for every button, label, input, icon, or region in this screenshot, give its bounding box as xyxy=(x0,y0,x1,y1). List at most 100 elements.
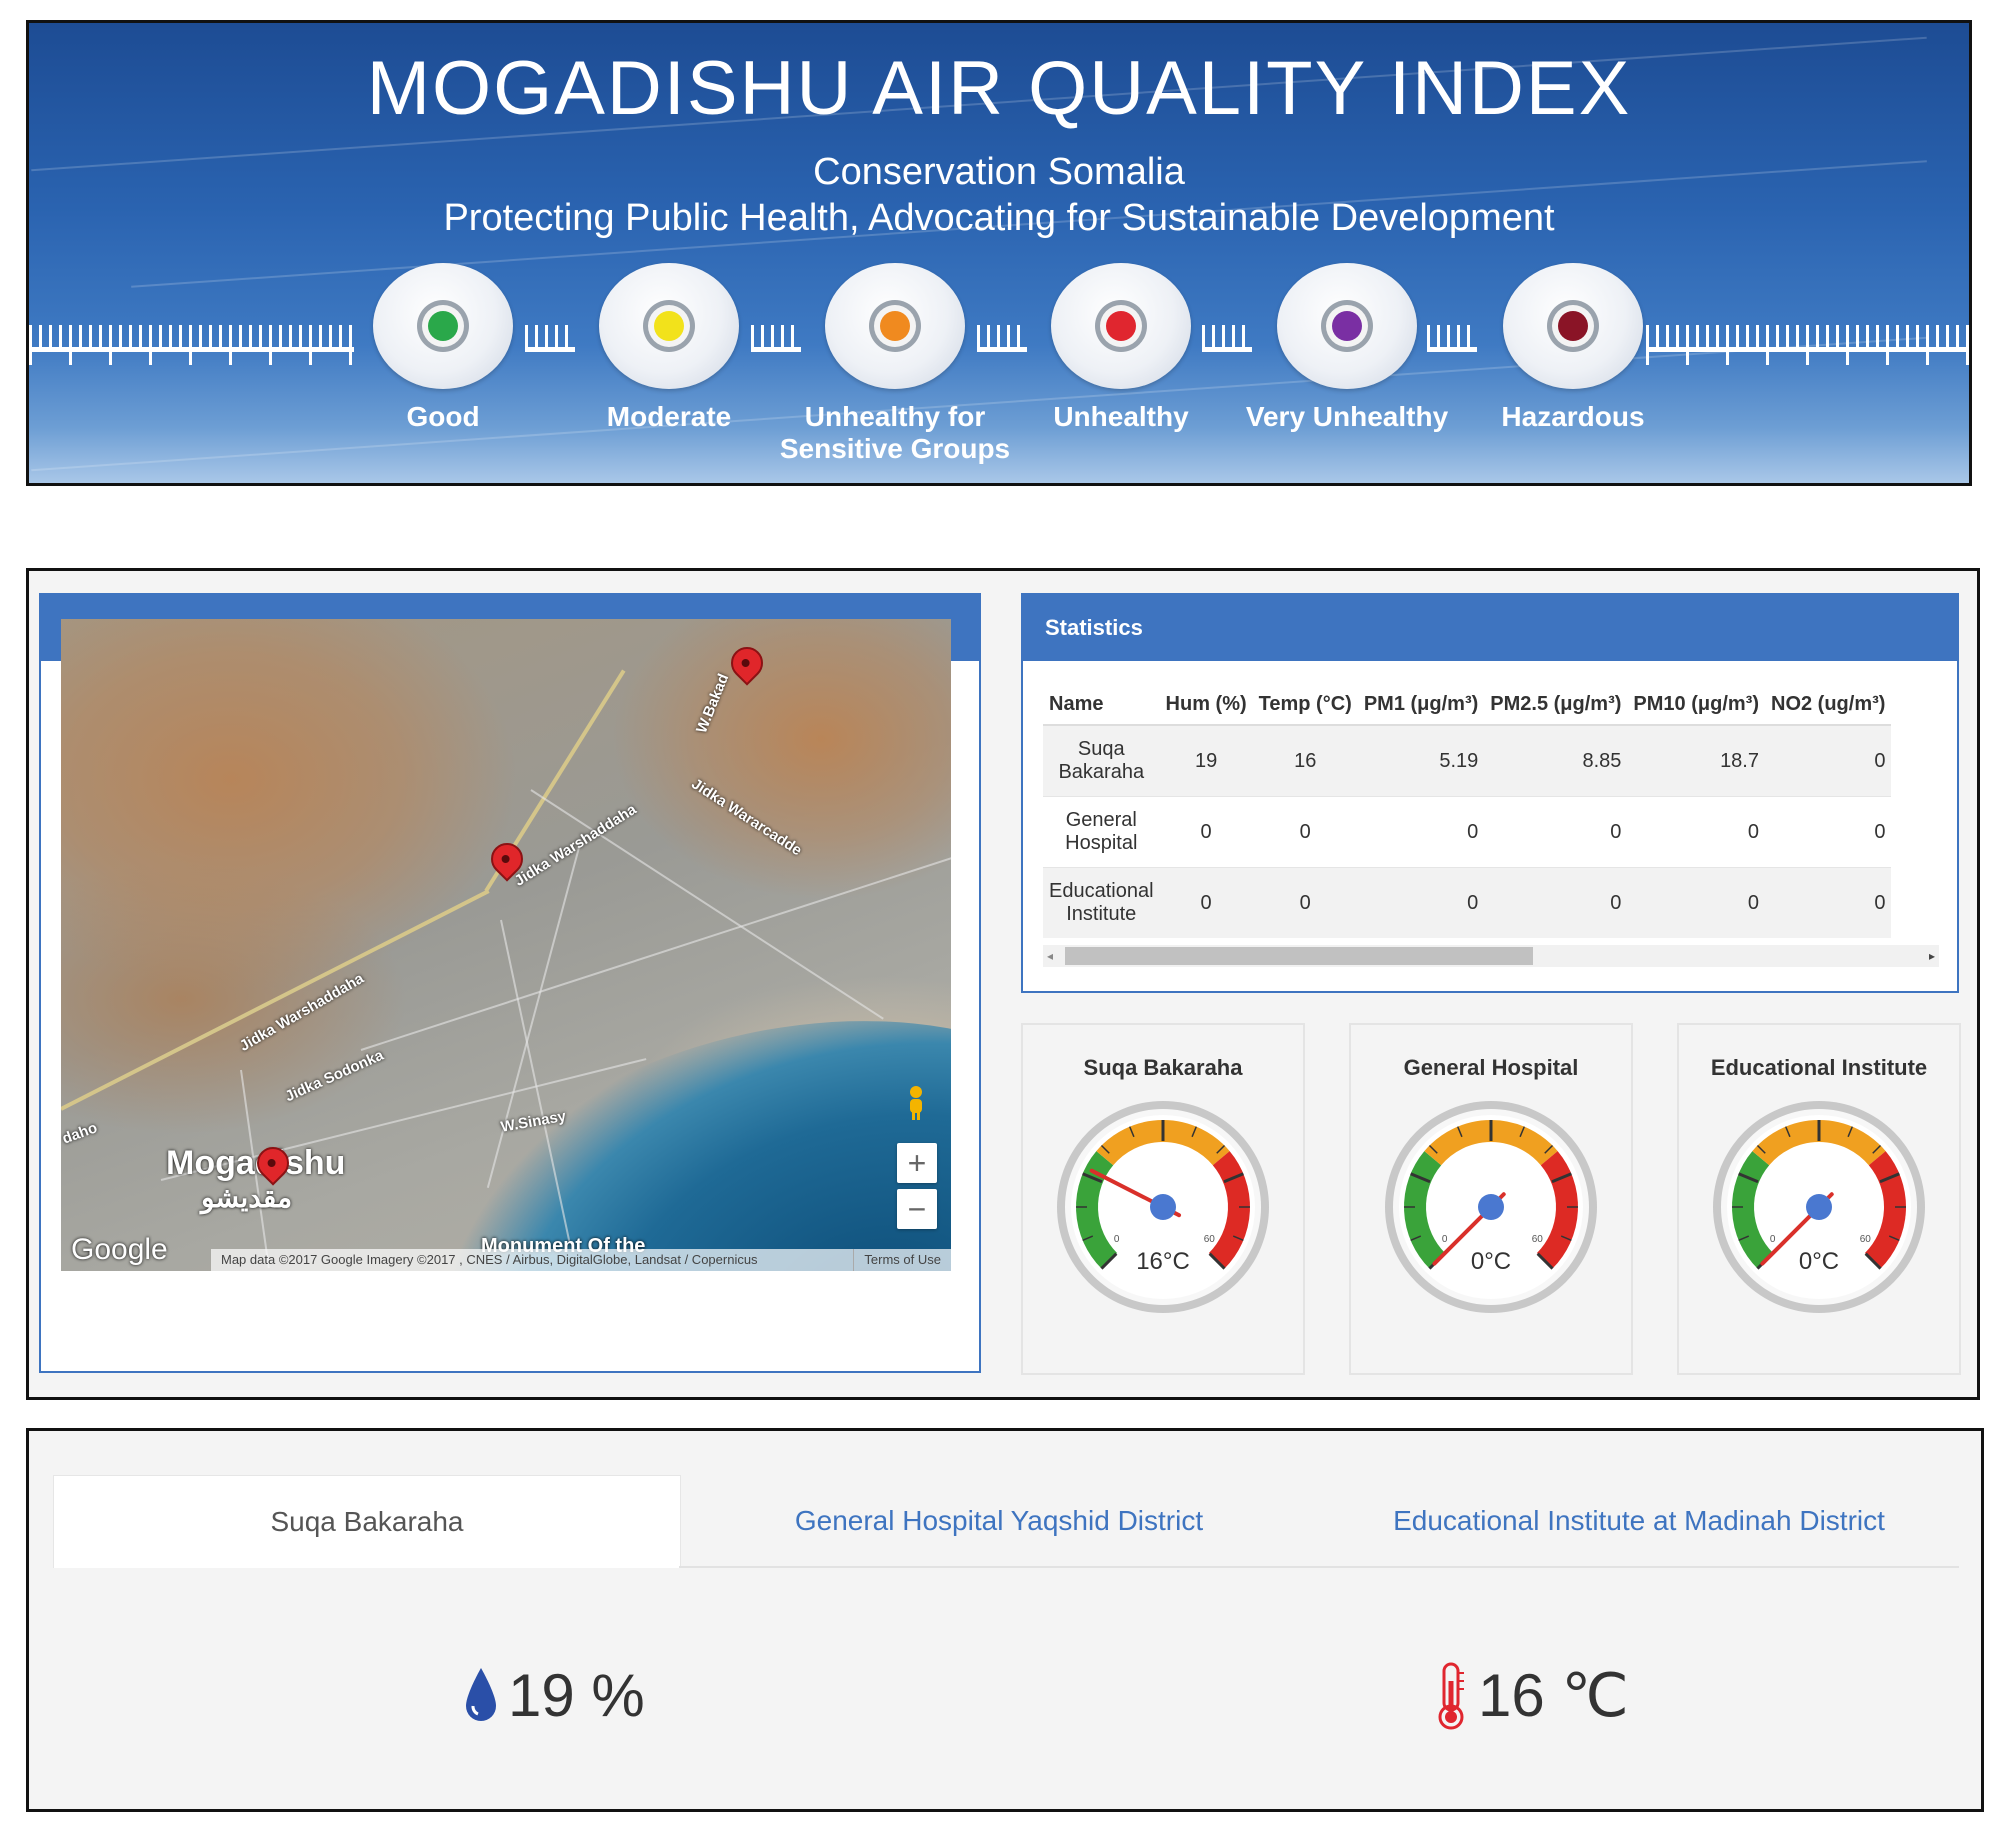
temperature-reading: 16 ℃ xyxy=(1434,1661,1629,1731)
table-cell: 0 xyxy=(1357,867,1485,938)
tab-suqa-bakaraha[interactable]: Suqa Bakaraha xyxy=(53,1475,681,1568)
table-row: Suqa Bakaraha 19 16 5.19 8.85 18.7 0 xyxy=(1043,724,1892,797)
map-attribution: Map data ©2017 Google Imagery ©2017 , CN… xyxy=(221,1252,758,1267)
scrollbar-thumb[interactable] xyxy=(1065,947,1533,965)
statistics-table: Name Hum (%) Temp (°C) PM1 (μg/m³) PM2.5… xyxy=(1043,685,1892,938)
aqi-color-dot xyxy=(1106,311,1136,341)
tab-general-hospital[interactable]: General Hospital Yaqshid District xyxy=(794,1505,1204,1536)
gauge-color-band xyxy=(1404,1151,1446,1269)
gauge-tick xyxy=(1232,1235,1244,1241)
road-label: Jidka Sodonka xyxy=(282,1046,387,1106)
gauge-hub xyxy=(1806,1194,1832,1220)
table-cell: Suqa Bakaraha xyxy=(1043,724,1160,797)
table-cell: 0 xyxy=(1627,796,1765,868)
gauge-tick xyxy=(1888,1235,1900,1241)
scroll-right-icon[interactable]: ▸ xyxy=(1928,949,1935,963)
zoom-in-button[interactable]: + xyxy=(897,1143,937,1183)
humidity-value: 19 % xyxy=(508,1662,645,1729)
gauge-tick xyxy=(1560,1235,1572,1241)
gauge-max-label: 60 xyxy=(1860,1234,1872,1245)
statistics-table-wrapper: Name Hum (%) Temp (°C) PM1 (μg/m³) PM2.5… xyxy=(1043,685,1939,955)
gauge-max-label: 60 xyxy=(1204,1234,1216,1245)
gauge-tick xyxy=(1785,1126,1791,1138)
map-attribution-bar: Map data ©2017 Google Imagery ©2017 , CN… xyxy=(211,1249,951,1271)
map-street xyxy=(530,789,884,1020)
gauge-max-label: 60 xyxy=(1532,1234,1544,1245)
map-road xyxy=(61,889,490,1111)
scale-ruler xyxy=(1202,325,1252,365)
gauge-tick xyxy=(1872,1144,1882,1154)
table-row: Educational Institute 0 0 0 0 0 0 xyxy=(1043,867,1892,938)
gauge-tick xyxy=(1082,1235,1094,1241)
table-horizontal-scrollbar[interactable]: ◂ ▸ xyxy=(1043,945,1939,967)
table-cell: 19 xyxy=(1159,724,1253,797)
dashboard: Map W.Bakad Jidka Warshaddaha Jidka Wars… xyxy=(26,568,1980,1400)
aqi-level-label: Very Unhealthy xyxy=(1245,401,1449,432)
aqi-level-label: Good xyxy=(406,401,480,432)
road-label: daho xyxy=(61,1119,100,1148)
gauge-tick xyxy=(1738,1172,1759,1184)
terms-of-use-link[interactable]: Terms of Use xyxy=(853,1249,951,1271)
aqi-color-dot xyxy=(1332,311,1362,341)
gauge-min-label: 0 xyxy=(1442,1234,1448,1245)
aqi-dial-icon xyxy=(599,263,739,389)
column-header: PM1 (μg/m³) xyxy=(1357,685,1485,726)
thermometer-icon xyxy=(1438,1662,1464,1730)
gauge-tick xyxy=(1551,1172,1572,1184)
map-panel: Map W.Bakad Jidka Warshaddaha Jidka Wars… xyxy=(39,593,981,1373)
gauge-tick xyxy=(1544,1144,1554,1154)
column-header: Temp (°C) xyxy=(1252,685,1358,726)
aqi-level-label: Hazardous xyxy=(1501,401,1645,432)
table-cell: 0 xyxy=(1627,867,1765,938)
table-cell: 5.19 xyxy=(1357,724,1485,797)
scale-ruler xyxy=(1427,325,1477,365)
aqi-level-very-unhealthy: Very Unhealthy xyxy=(1237,263,1457,433)
gauge-tick xyxy=(1410,1172,1431,1184)
table-cell: 16 xyxy=(1252,724,1358,797)
temperature-gauge: 0 60 0°C xyxy=(1713,1101,1925,1313)
table-cell: General Hospital xyxy=(1043,796,1160,868)
gauge-color-band xyxy=(1864,1151,1906,1269)
table-cell: 0 xyxy=(1484,796,1628,868)
aqi-level-moderate: Moderate xyxy=(559,263,779,433)
gauge-tick xyxy=(1082,1172,1103,1184)
gauge-hub xyxy=(1150,1194,1176,1220)
table-cell: 0 xyxy=(1252,867,1358,938)
statistics-panel-title: Statistics xyxy=(1023,595,1957,661)
gauge-tick xyxy=(1129,1126,1135,1138)
gauge-card-general-hospital: General Hospital 0 60 0°C xyxy=(1349,1023,1633,1375)
banner-org: Conservation Somalia xyxy=(813,151,1185,193)
gauge-min-label: 0 xyxy=(1770,1234,1776,1245)
satellite-map[interactable]: W.Bakad Jidka Warshaddaha Jidka Warshadd… xyxy=(61,619,951,1271)
aqi-level-good: Good xyxy=(333,263,553,433)
zoom-out-button[interactable]: − xyxy=(897,1189,937,1229)
aqi-dial-icon xyxy=(825,263,965,389)
aqi-level-sensitive: Unhealthy for Sensitive Groups xyxy=(780,263,1010,465)
street-view-pegman-icon[interactable] xyxy=(903,1085,929,1121)
table-cell: 0 xyxy=(1765,796,1892,868)
gauge-tick xyxy=(1208,1252,1226,1270)
aqi-color-dot xyxy=(654,311,684,341)
scroll-left-icon[interactable]: ◂ xyxy=(1047,949,1054,963)
gauge-tick xyxy=(1410,1235,1422,1241)
gauge-tick xyxy=(1864,1252,1882,1270)
scale-ruler xyxy=(29,325,354,365)
table-cell: Educational Institute xyxy=(1043,867,1160,938)
gauge-color-band xyxy=(1732,1151,1774,1269)
table-cell: 18.7 xyxy=(1627,724,1765,797)
humidity-reading: 19 % xyxy=(464,1661,645,1730)
scale-ruler xyxy=(977,325,1027,365)
aqi-dial-icon xyxy=(1503,263,1643,389)
gauge-tick xyxy=(1738,1235,1750,1241)
gauge-readout: 16°C xyxy=(1136,1248,1190,1275)
gauge-color-band xyxy=(1208,1151,1250,1269)
column-header: Hum (%) xyxy=(1159,685,1253,726)
tab-educational-institute[interactable]: Educational Institute at Madinah Distric… xyxy=(1393,1505,1885,1536)
temperature-gauge: 0 60 16°C xyxy=(1057,1101,1269,1313)
gauge-card-suqa-bakaraha: Suqa Bakaraha 0 60 16°C xyxy=(1021,1023,1305,1375)
gauge-card-educational-institute: Educational Institute 0 60 0°C xyxy=(1677,1023,1961,1375)
column-header: PM2.5 (μg/m³) xyxy=(1484,685,1628,726)
gauge-min-label: 0 xyxy=(1114,1234,1120,1245)
gauge-tick xyxy=(1847,1126,1853,1138)
gauge-tick xyxy=(1100,1144,1110,1154)
